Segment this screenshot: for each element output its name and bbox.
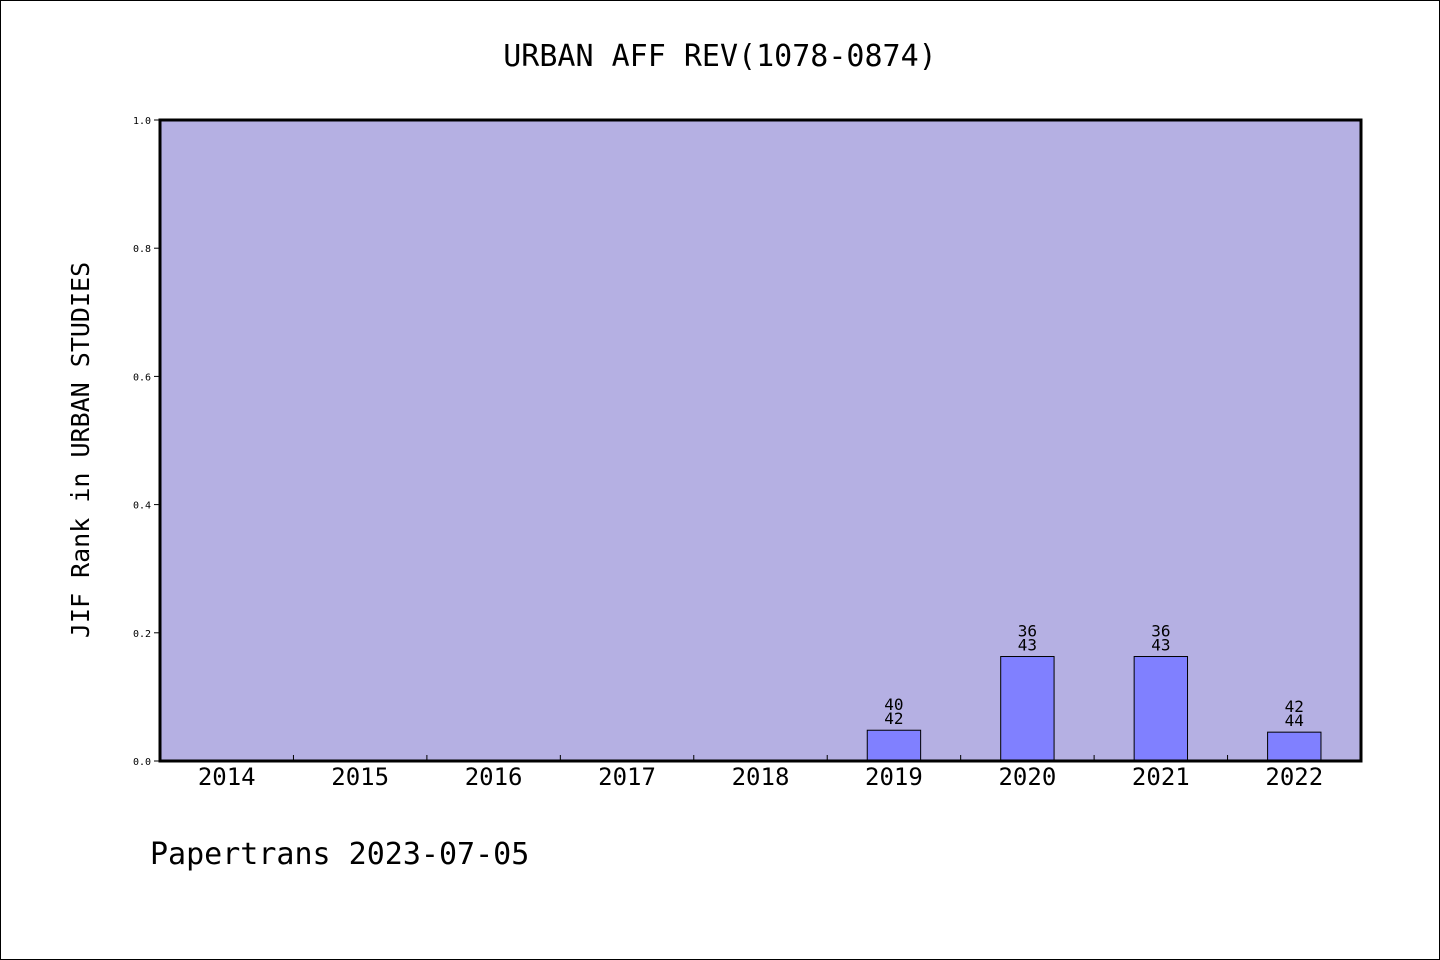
plot-area bbox=[160, 120, 1361, 761]
bar-2019 bbox=[866, 729, 922, 762]
bar-total-label: 42 bbox=[884, 709, 903, 728]
bar-2020 bbox=[1000, 656, 1055, 762]
x-tick-label: 2022 bbox=[1265, 763, 1323, 791]
y-ticks-group: 0.0 0.2 0.4 0.6 0.8 1.0 bbox=[133, 116, 160, 768]
y-tick-label: 0.8 bbox=[133, 244, 151, 255]
bar-total-label: 44 bbox=[1285, 711, 1304, 730]
y-tick-label: 0.0 bbox=[133, 757, 151, 768]
chart-title: URBAN AFF REV(1078-0874) bbox=[503, 39, 936, 74]
x-tick-label: 2021 bbox=[1132, 763, 1190, 791]
y-axis-label: JIF Rank in URBAN STUDIES bbox=[66, 262, 95, 638]
x-ticks-group: 2014 2015 2016 2017 2018 2019 2020 2021 2022 bbox=[198, 755, 1323, 791]
bar-rank-label: 42 bbox=[1285, 697, 1304, 716]
plot-border bbox=[158, 118, 1363, 763]
x-tick-label: 2015 bbox=[331, 763, 389, 791]
bar-total-label: 43 bbox=[1151, 636, 1170, 655]
bars-group bbox=[866, 656, 1322, 762]
bar-rank-label: 40 bbox=[884, 695, 903, 714]
bar-2022 bbox=[1267, 731, 1322, 762]
x-tick-label: 2020 bbox=[998, 763, 1056, 791]
x-tick-label: 2019 bbox=[865, 763, 923, 791]
bar-total-label: 43 bbox=[1018, 636, 1037, 655]
bar-rank-label: 36 bbox=[1018, 622, 1037, 641]
x-tick-label: 2016 bbox=[465, 763, 523, 791]
y-tick-label: 0.6 bbox=[133, 372, 151, 383]
x-tick-label: 2018 bbox=[732, 763, 790, 791]
y-tick-label: 0.2 bbox=[133, 629, 151, 640]
bar-2021 bbox=[1133, 656, 1189, 762]
y-tick-label: 1.0 bbox=[133, 116, 151, 127]
y-tick-label: 0.4 bbox=[133, 501, 151, 512]
x-tick-label: 2017 bbox=[598, 763, 656, 791]
bar-rank-label: 36 bbox=[1151, 622, 1170, 641]
x-tick-label: 2014 bbox=[198, 763, 256, 791]
footer-text: Papertrans 2023-07-05 bbox=[150, 837, 529, 872]
